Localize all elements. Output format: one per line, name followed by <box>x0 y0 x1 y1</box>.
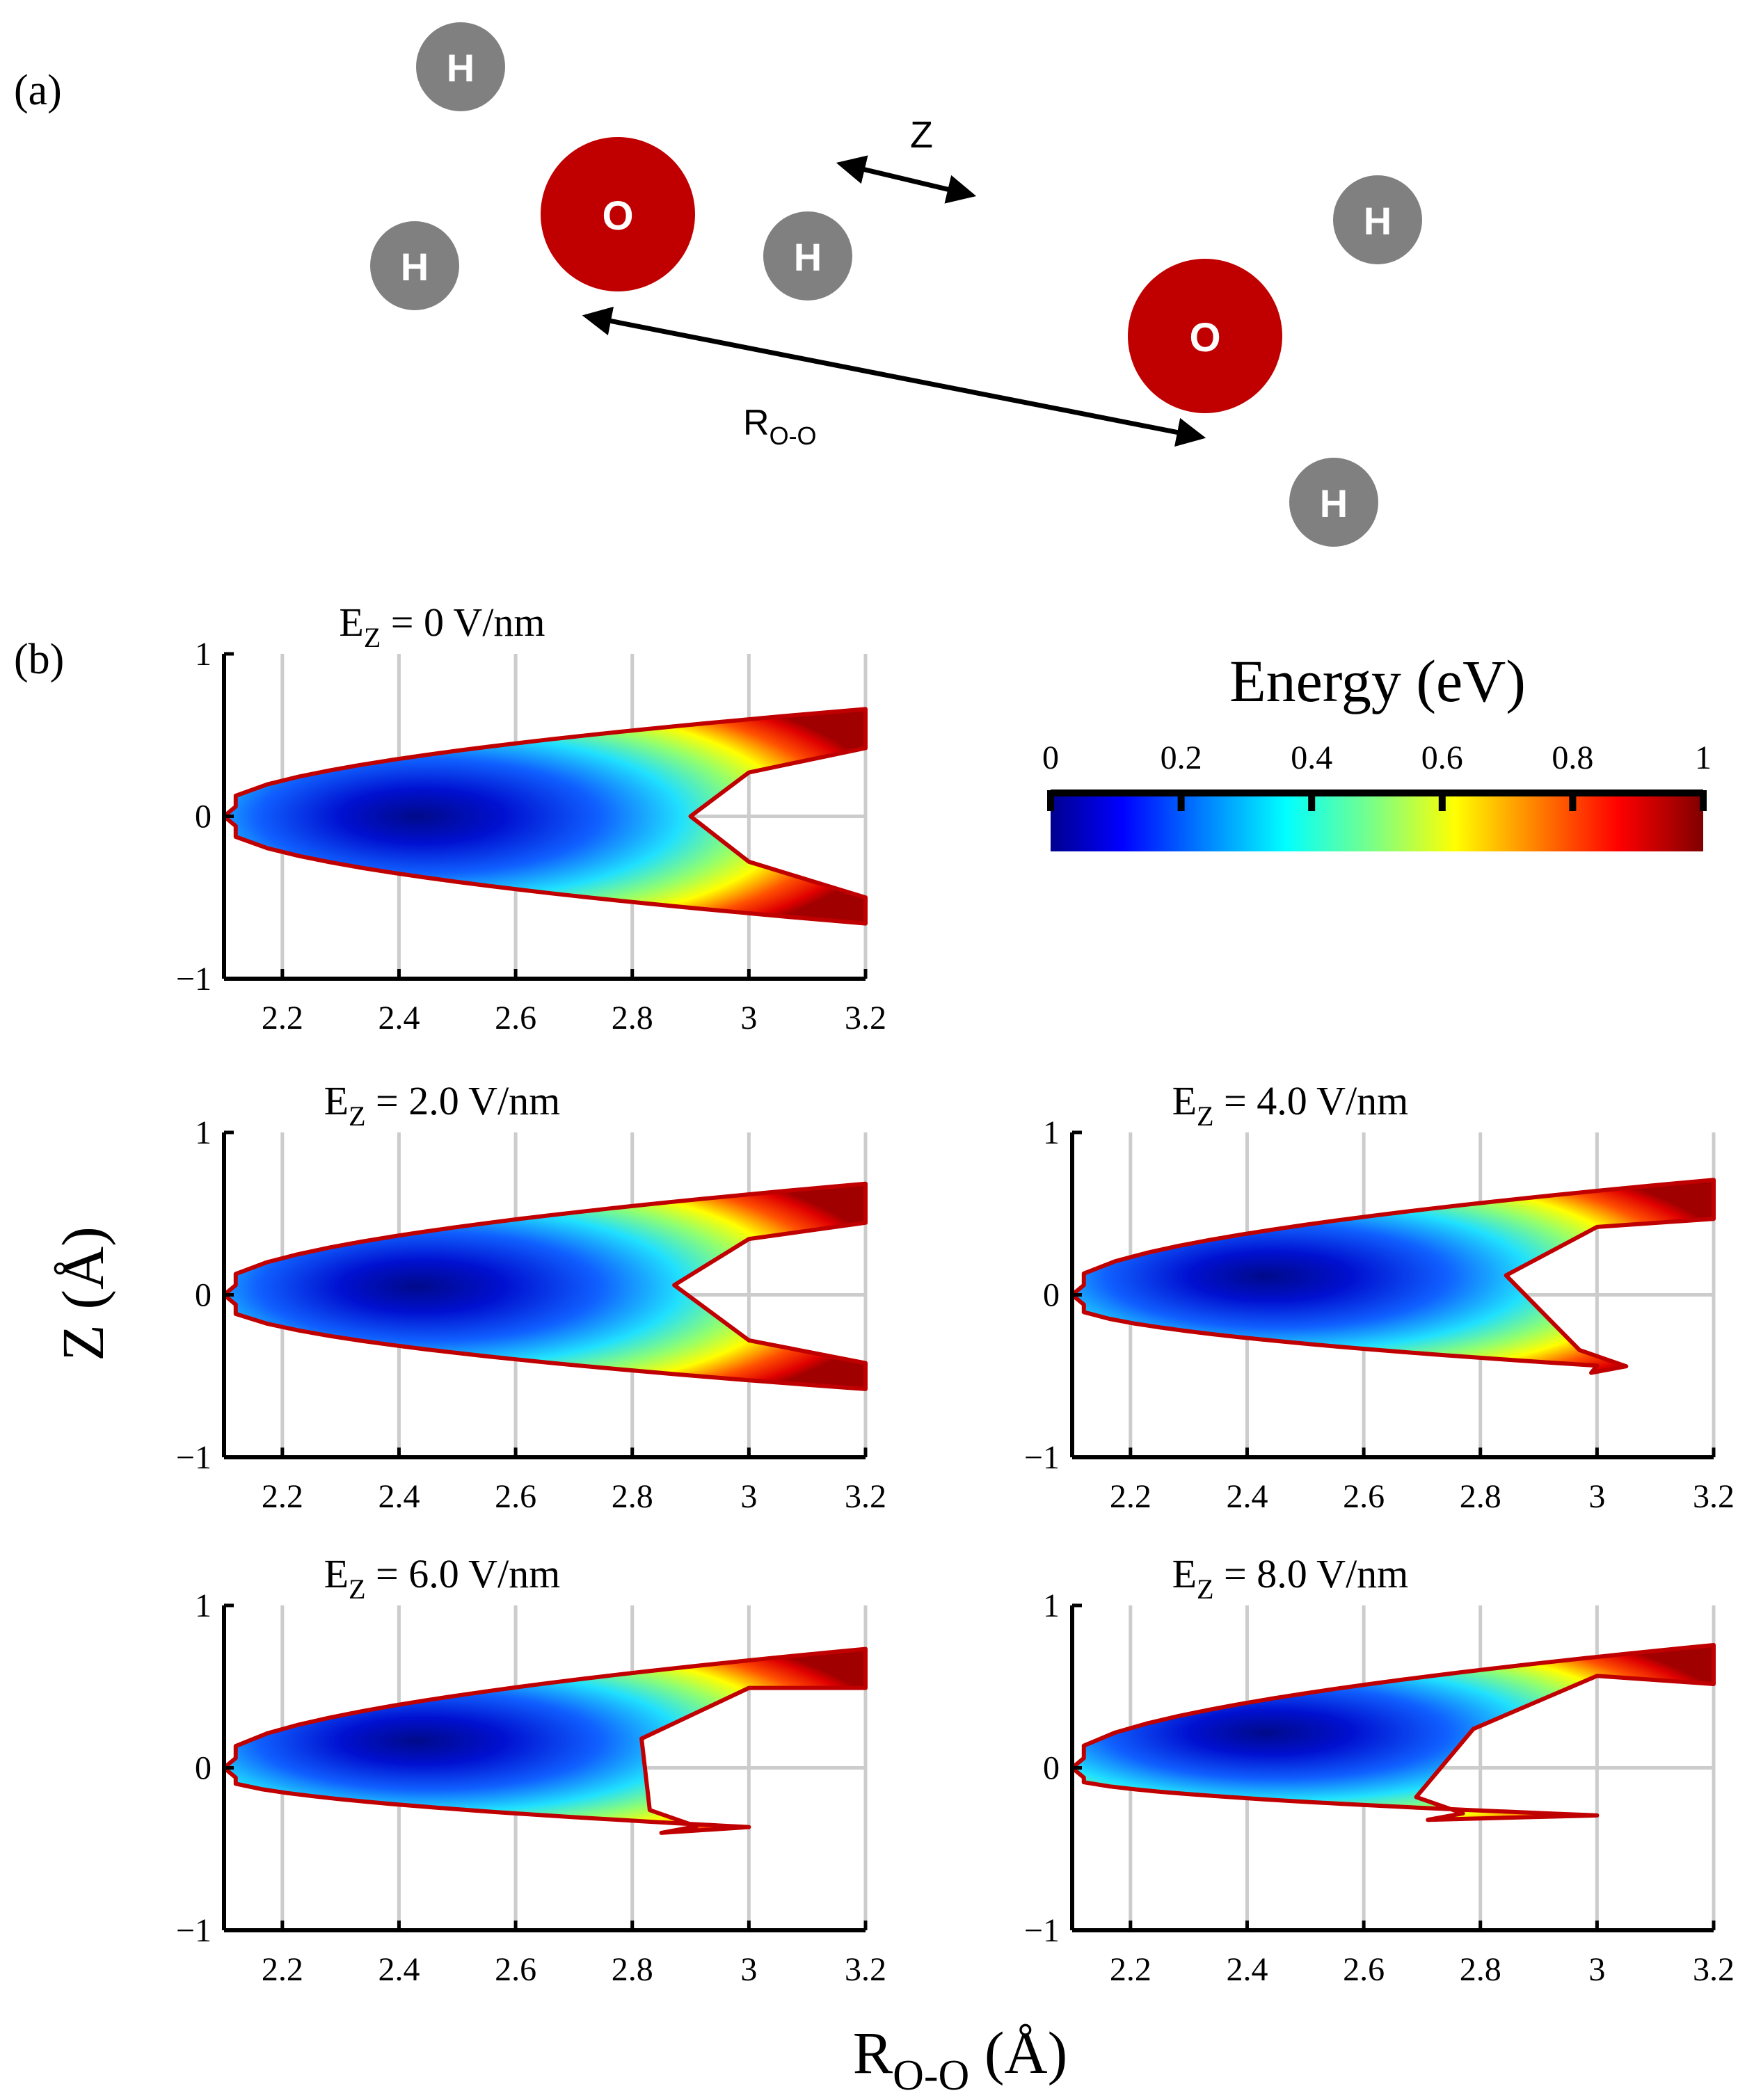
colorbar-gradient <box>1051 793 1703 851</box>
roo-label: RO-O <box>743 403 817 450</box>
roo-arrow <box>582 306 1206 447</box>
x-tick-label: 2.6 <box>495 1478 536 1515</box>
x-tick-label: 2.4 <box>1226 1951 1268 1988</box>
y-tick-label: 1 <box>195 1114 212 1151</box>
y-tick-label: 1 <box>195 636 212 673</box>
x-tick-label: 3.2 <box>845 1478 886 1515</box>
y-tick-label: −1 <box>176 1439 212 1476</box>
panel-a-label: (a) <box>14 67 62 114</box>
atom-o-1: O <box>541 137 695 291</box>
x-tick-label: 2.8 <box>612 1478 653 1515</box>
heatmap-panel-2-0: 2.2 2.4 2.6 2.8 3 3.2 1 0 −1 EZ = 2.0 V/nm <box>176 1078 886 1515</box>
energy-surface <box>222 1646 868 1835</box>
colorbar-tick-label: 0.6 <box>1421 739 1463 776</box>
y-tick-label: 0 <box>1043 1277 1060 1314</box>
energy-surface <box>222 707 868 926</box>
panel-title: EZ = 2.0 V/nm <box>324 1078 561 1132</box>
colorbar-tick-label: 0.2 <box>1161 739 1202 776</box>
heatmap-panel-0-0: 2.2 2.4 2.6 2.8 3 3.2 1 0 −1 EZ = 0 V/nm <box>176 600 886 1036</box>
colorbar: Energy (eV) 0 0.2 0.4 0.6 0.8 1 <box>1042 648 1712 851</box>
x-tick-label: 2.4 <box>378 1000 420 1036</box>
x-tick-label: 2.6 <box>495 1951 536 1988</box>
x-tick-label: 3 <box>1588 1478 1605 1515</box>
colorbar-title: Energy (eV) <box>1229 648 1526 714</box>
colorbar-tick-label: 0.4 <box>1291 739 1332 776</box>
x-tick-label: 2.4 <box>1226 1478 1268 1515</box>
colorbar-tick-label: 1 <box>1695 739 1712 776</box>
colorbar-tick-label: 0.8 <box>1552 739 1593 776</box>
y-axis-label: Z (Å) <box>49 1226 116 1361</box>
x-tick-label: 2.8 <box>612 1951 653 1988</box>
x-tick-label: 3.2 <box>845 1000 886 1036</box>
panel-title: EZ = 0 V/nm <box>339 600 545 653</box>
y-tick-label: −1 <box>176 1912 212 1949</box>
x-tick-label: 2.4 <box>378 1478 420 1515</box>
y-tick-label: 1 <box>195 1587 212 1624</box>
y-tick-label: −1 <box>176 961 212 997</box>
x-tick-label: 2.6 <box>495 1000 536 1036</box>
z-label: Z <box>910 114 933 156</box>
heatmap-panel-8-0: 2.2 2.4 2.6 2.8 3 3.2 1 0 −1 EZ = 8.0 V/nm <box>1024 1551 1735 1988</box>
x-tick-label: 2.2 <box>262 1000 303 1036</box>
svg-text:H: H <box>1320 481 1348 525</box>
atom-h-5: H <box>1289 458 1378 547</box>
x-tick-label: 2.2 <box>262 1478 303 1515</box>
x-tick-label: 2.2 <box>1110 1951 1151 1988</box>
x-tick-label: 3 <box>740 1951 757 1988</box>
x-tick-label: 3.2 <box>845 1951 886 1988</box>
atom-o-2: O <box>1128 259 1282 413</box>
y-tick-label: 1 <box>1043 1587 1060 1624</box>
panel-title: EZ = 6.0 V/nm <box>324 1551 561 1605</box>
energy-surface <box>222 1181 868 1391</box>
y-tick-label: −1 <box>1024 1439 1060 1476</box>
svg-text:O: O <box>1189 315 1220 360</box>
atom-h-1: H <box>416 22 505 111</box>
atom-h-2: H <box>370 221 459 310</box>
y-tick-label: 0 <box>195 1750 212 1787</box>
x-tick-label: 3.2 <box>1693 1478 1735 1515</box>
x-tick-label: 2.6 <box>1343 1478 1385 1515</box>
atom-h-3: H <box>763 211 852 300</box>
svg-text:H: H <box>1364 199 1392 243</box>
x-tick-label: 3 <box>1588 1951 1605 1988</box>
x-tick-label: 2.2 <box>1110 1478 1151 1515</box>
energy-surface <box>1070 1643 1716 1822</box>
panel-a: (a) Z RO-O H O H H H O <box>14 22 1422 547</box>
panel-b-label: (b) <box>14 636 64 683</box>
x-tick-label: 2.6 <box>1343 1951 1385 1988</box>
x-tick-label: 2.4 <box>378 1951 420 1988</box>
y-tick-label: 1 <box>1043 1114 1060 1151</box>
panel-title: EZ = 4.0 V/nm <box>1172 1078 1409 1132</box>
atom-h-4: H <box>1333 175 1422 264</box>
z-arrow <box>836 155 977 204</box>
x-tick-label: 2.8 <box>612 1000 653 1036</box>
svg-text:H: H <box>794 235 822 279</box>
y-tick-label: 0 <box>195 1277 212 1314</box>
svg-text:H: H <box>447 46 475 90</box>
x-tick-label: 2.8 <box>1460 1478 1501 1515</box>
svg-text:H: H <box>401 245 429 289</box>
x-tick-label: 2.2 <box>262 1951 303 1988</box>
heatmap-panel-6-0: 2.2 2.4 2.6 2.8 3 3.2 1 0 −1 EZ = 6.0 V/nm <box>176 1551 886 1988</box>
panel-title: EZ = 8.0 V/nm <box>1172 1551 1409 1605</box>
x-tick-label: 2.8 <box>1460 1951 1501 1988</box>
x-tick-label: 3.2 <box>1693 1951 1735 1988</box>
x-tick-label: 3 <box>740 1000 757 1036</box>
x-axis-label: RO-O (Å) <box>853 2019 1067 2099</box>
svg-text:O: O <box>602 193 633 239</box>
colorbar-tick-label: 0 <box>1042 739 1059 776</box>
heatmap-panel-4-0: 2.2 2.4 2.6 2.8 3 3.2 1 0 −1 EZ = 4.0 V/nm <box>1024 1078 1735 1515</box>
y-tick-label: 0 <box>195 799 212 835</box>
energy-surface <box>1070 1178 1716 1375</box>
x-tick-label: 3 <box>740 1478 757 1515</box>
y-tick-label: 0 <box>1043 1750 1060 1787</box>
y-tick-label: −1 <box>1024 1912 1060 1949</box>
